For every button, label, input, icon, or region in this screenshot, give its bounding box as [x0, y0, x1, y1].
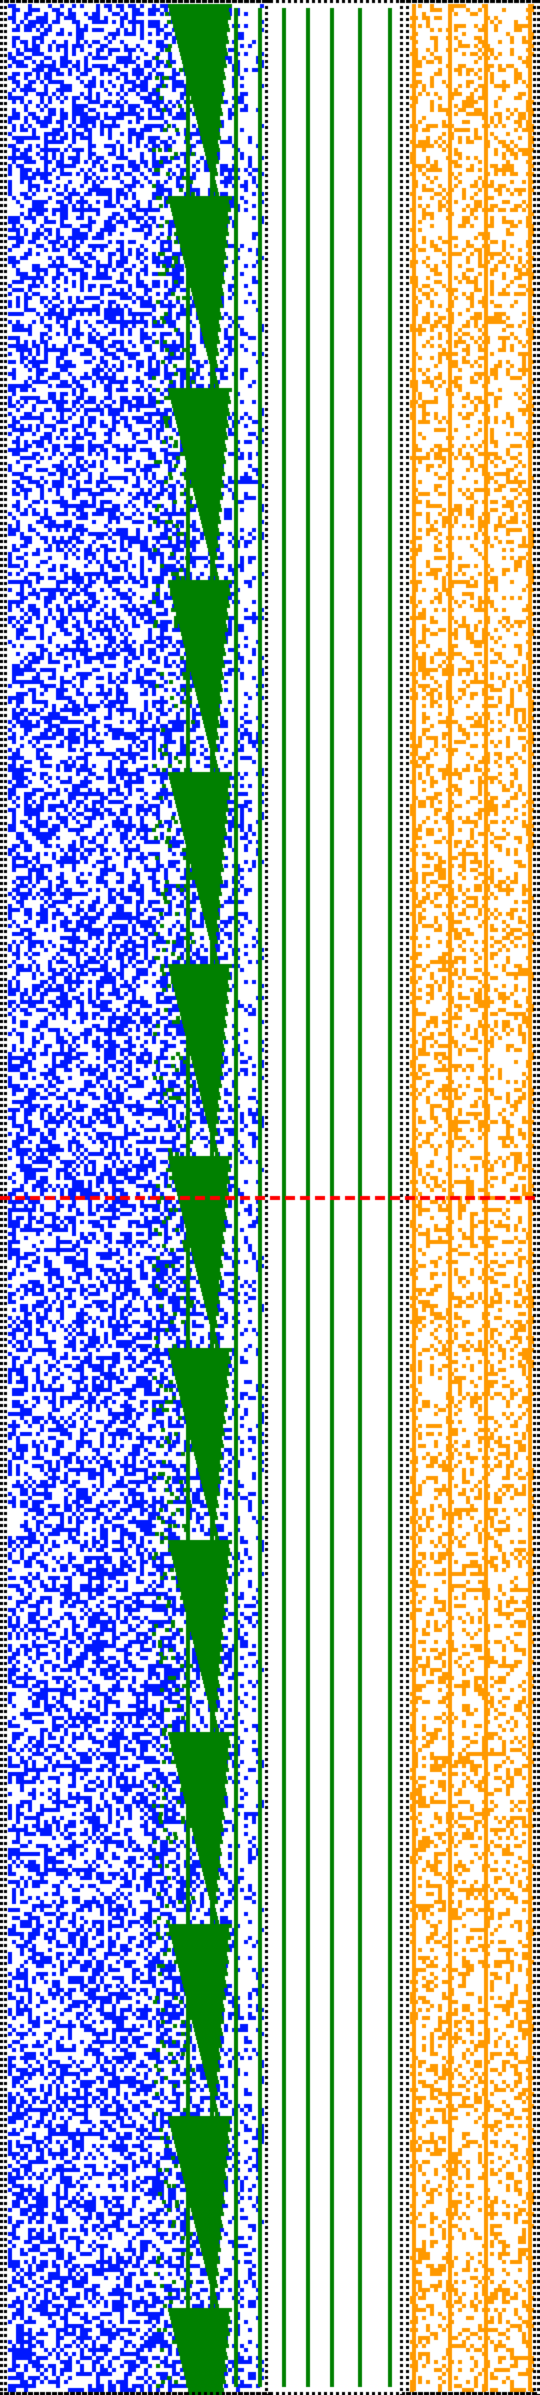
partition-visualization — [0, 0, 540, 2395]
